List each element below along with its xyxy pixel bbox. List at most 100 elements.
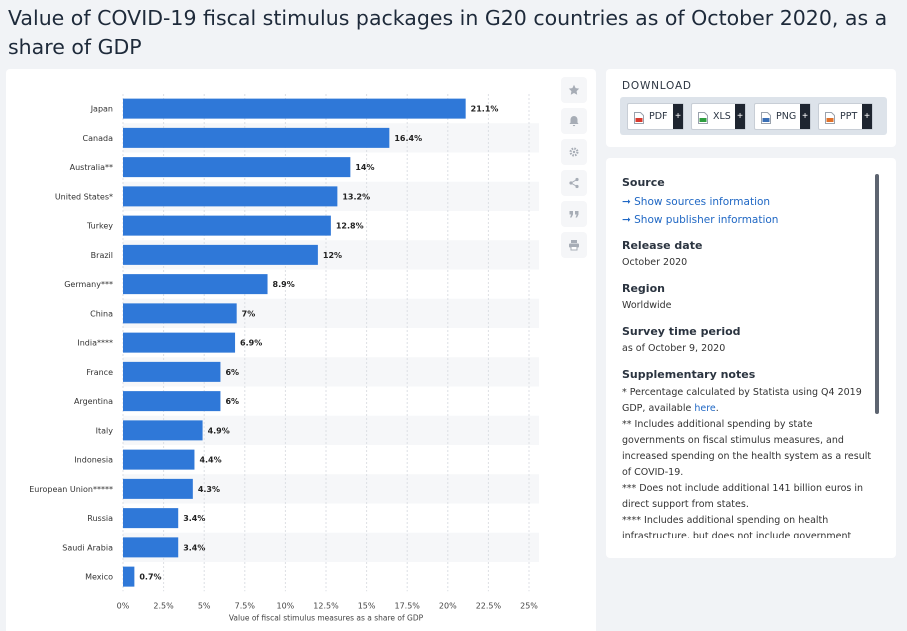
bar bbox=[123, 244, 318, 265]
bar bbox=[123, 449, 195, 470]
source-heading: Source bbox=[622, 176, 665, 189]
value-label: 4.3% bbox=[198, 485, 220, 494]
value-label: 3.4% bbox=[183, 514, 205, 523]
category-label: Saudi Arabia bbox=[62, 543, 113, 552]
plus-icon: + bbox=[735, 104, 745, 129]
category-label: Australia** bbox=[70, 163, 113, 172]
show-publisher-link[interactable]: ➞ Show publisher information bbox=[622, 214, 779, 226]
share-button[interactable] bbox=[561, 170, 587, 196]
notification-button[interactable] bbox=[561, 108, 587, 134]
bar bbox=[123, 98, 466, 119]
value-label: 7% bbox=[242, 309, 256, 318]
category-label: Russia bbox=[87, 514, 113, 523]
download-pdf-label: PDF bbox=[649, 111, 668, 122]
value-label: 14% bbox=[355, 163, 374, 172]
png-file-icon bbox=[761, 111, 771, 124]
bar bbox=[123, 303, 237, 324]
value-label: 16.4% bbox=[394, 134, 422, 143]
quote-icon bbox=[569, 211, 579, 218]
value-label: 0.7% bbox=[139, 573, 161, 582]
supplementary-notes-heading: Supplementary notes bbox=[622, 368, 756, 381]
release-date-heading: Release date bbox=[622, 239, 703, 252]
plus-icon: + bbox=[800, 104, 810, 129]
category-label: Japan bbox=[90, 105, 113, 114]
note-1: * Percentage calculated by Statista usin… bbox=[622, 385, 874, 417]
value-label: 6.9% bbox=[240, 339, 262, 348]
region-value: Worldwide bbox=[622, 300, 672, 311]
bar bbox=[123, 215, 331, 236]
x-tick-label: 15% bbox=[358, 601, 376, 610]
xls-file-icon bbox=[698, 111, 708, 124]
plus-icon: + bbox=[673, 104, 683, 129]
download-ppt-label: PPT bbox=[840, 111, 858, 122]
chart-card: Japan 21.1% Canada 16.4% Australia** 14% Unite… bbox=[6, 69, 596, 631]
download-buttons: PDF + XLS + PNG + PPT + bbox=[620, 97, 887, 135]
note-2: ** Includes additional spending by state… bbox=[622, 419, 872, 478]
bar bbox=[123, 332, 236, 353]
value-label: 8.9% bbox=[273, 280, 295, 289]
category-label: Germany*** bbox=[64, 280, 113, 289]
gear-icon bbox=[569, 147, 579, 157]
bar bbox=[123, 274, 268, 295]
x-axis-label: Value of fiscal stimulus measures as a s… bbox=[229, 613, 424, 622]
info-scroll-area[interactable]: Source ➞ Show sources information ➞ Show… bbox=[622, 176, 874, 538]
bar-chart: Japan 21.1% Canada 16.4% Australia** 14% Unite… bbox=[29, 94, 539, 622]
bar bbox=[123, 478, 193, 499]
chart-toolbar bbox=[561, 77, 587, 263]
x-tick-label: 7.5% bbox=[235, 601, 256, 610]
x-tick-label: 25% bbox=[520, 601, 538, 610]
note-3: *** Does not include additional 141 bill… bbox=[622, 483, 864, 510]
category-label: Brazil bbox=[91, 251, 113, 260]
category-label: Turkey bbox=[86, 222, 113, 231]
category-label: European Union***** bbox=[29, 485, 113, 494]
supplementary-notes: * Percentage calculated by Statista usin… bbox=[622, 385, 874, 538]
info-scrollbar[interactable] bbox=[875, 174, 879, 414]
print-button[interactable] bbox=[561, 232, 587, 258]
x-tick-label: 22.5% bbox=[476, 601, 502, 610]
download-png-button[interactable]: PNG + bbox=[754, 103, 811, 130]
value-label: 3.4% bbox=[183, 543, 205, 552]
note-1-link[interactable]: here bbox=[694, 403, 716, 414]
x-tick-label: 10% bbox=[277, 601, 295, 610]
bar bbox=[123, 361, 221, 382]
show-sources-link[interactable]: ➞ Show sources information bbox=[622, 196, 771, 208]
share-icon bbox=[569, 177, 579, 189]
download-pdf-button[interactable]: PDF + bbox=[627, 103, 684, 130]
bar bbox=[123, 420, 203, 441]
statistic-info-panel: Source ➞ Show sources information ➞ Show… bbox=[606, 158, 896, 558]
value-label: 21.1% bbox=[471, 105, 499, 114]
x-tick-label: 2.5% bbox=[153, 601, 174, 610]
value-label: 4.9% bbox=[208, 426, 230, 435]
bar bbox=[123, 157, 351, 178]
page-title: Value of COVID-19 fiscal stimulus packag… bbox=[8, 6, 888, 59]
survey-period-value: as of October 9, 2020 bbox=[622, 343, 726, 354]
x-tick-label: 17.5% bbox=[394, 601, 420, 610]
ppt-file-icon bbox=[825, 111, 835, 124]
note-4: **** Includes additional spending on hea… bbox=[622, 515, 852, 538]
category-label: Indonesia bbox=[74, 456, 113, 465]
x-tick-label: 20% bbox=[439, 601, 457, 610]
bar bbox=[123, 391, 221, 412]
bar bbox=[123, 508, 179, 529]
favorite-button[interactable] bbox=[561, 77, 587, 103]
plus-icon: + bbox=[862, 104, 872, 129]
value-label: 12% bbox=[323, 251, 342, 260]
download-title: DOWNLOAD bbox=[622, 80, 692, 92]
x-tick-label: 0% bbox=[117, 601, 130, 610]
cite-button[interactable] bbox=[561, 201, 587, 227]
category-label: France bbox=[86, 368, 113, 377]
category-label: Mexico bbox=[85, 573, 113, 582]
category-label: Canada bbox=[83, 134, 114, 143]
download-xls-button[interactable]: XLS + bbox=[691, 103, 746, 130]
region-heading: Region bbox=[622, 282, 665, 295]
category-label: China bbox=[90, 309, 113, 318]
settings-button[interactable] bbox=[561, 139, 587, 165]
bar bbox=[123, 186, 338, 207]
bar bbox=[123, 566, 135, 587]
download-xls-label: XLS bbox=[713, 111, 731, 122]
value-label: 4.4% bbox=[199, 456, 221, 465]
note-1-text: * Percentage calculated by Statista usin… bbox=[622, 387, 862, 414]
release-date-value: October 2020 bbox=[622, 257, 688, 268]
category-label: India**** bbox=[77, 339, 113, 348]
download-ppt-button[interactable]: PPT + bbox=[818, 103, 873, 130]
